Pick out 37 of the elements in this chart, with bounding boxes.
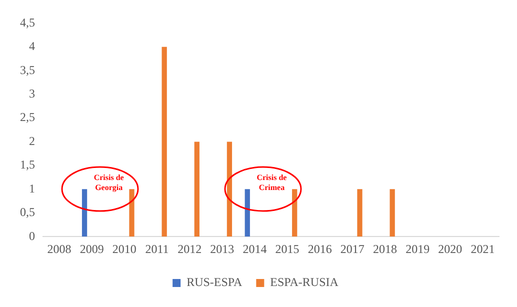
bar [129,189,134,237]
x-tick-label: 2019 [406,242,430,256]
legend-label: ESPA-RUSIA [270,275,339,290]
annotation: Crisis de Crimea [256,173,287,194]
bar [244,189,250,237]
x-tick-label: 2021 [470,242,495,256]
bar [390,189,395,237]
y-tick-label: 1 [29,181,35,196]
legend-label: RUS-ESPA [186,275,243,290]
y-tick-label: 0 [29,228,35,243]
x-tick-label: 2016 [308,242,332,256]
y-tick-label: 0,5 [20,205,35,220]
annotation: Crisis de Georgia [94,173,124,194]
bar [162,46,167,237]
x-tick-label: 2015 [275,242,300,256]
y-tick-label: 3 [29,86,35,100]
x-tick-label: 2009 [80,242,104,256]
x-tick-label: 2011 [145,242,169,256]
x-tick-label: 2017 [340,242,364,256]
y-tick-label: 2,5 [20,110,35,124]
y-tick-label: 3,5 [20,62,35,77]
bar [226,142,232,237]
bar [357,189,362,237]
y-tick-label: 1,5 [20,158,35,172]
x-tick-label: 2012 [178,242,202,256]
y-tick-label: 4,5 [20,15,35,30]
bar [82,189,88,237]
bar [292,189,298,237]
x-tick-label: 2020 [438,242,462,256]
x-tick-label: 2010 [112,242,136,256]
bar [194,142,200,237]
x-tick-label: 2008 [47,242,72,256]
x-tick-label: 2013 [210,242,234,256]
y-tick-label: 4 [29,39,35,54]
x-tick-label: 2018 [373,242,397,256]
y-tick-label: 2 [29,134,35,148]
x-tick-label: 2014 [242,242,267,256]
